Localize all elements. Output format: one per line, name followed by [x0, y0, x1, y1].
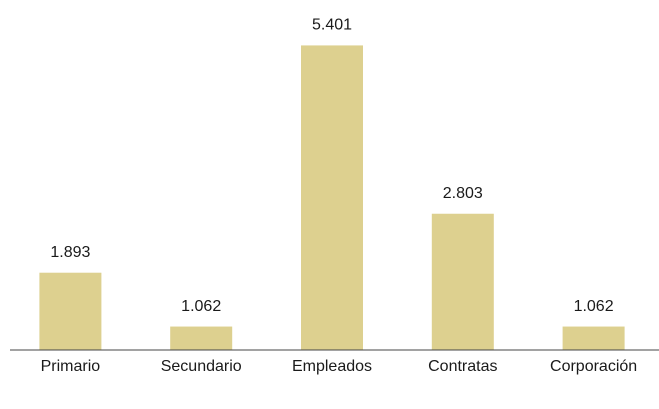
x-tick-label: Empleados — [292, 358, 372, 375]
bar — [562, 326, 625, 350]
bar — [39, 272, 102, 350]
value-label: 1.062 — [181, 298, 221, 315]
x-tick-label: Contratas — [428, 358, 497, 375]
x-tick-label: Corporación — [550, 358, 637, 375]
x-tick-label: Primario — [41, 358, 101, 375]
value-label: 1.062 — [574, 298, 614, 315]
value-label: 1.893 — [50, 244, 90, 261]
value-label: 2.803 — [443, 185, 483, 202]
value-label: 5.401 — [312, 17, 352, 34]
x-tick-label: Secundario — [161, 358, 242, 375]
bar — [431, 213, 494, 350]
bar — [170, 326, 233, 350]
bar — [301, 45, 363, 351]
